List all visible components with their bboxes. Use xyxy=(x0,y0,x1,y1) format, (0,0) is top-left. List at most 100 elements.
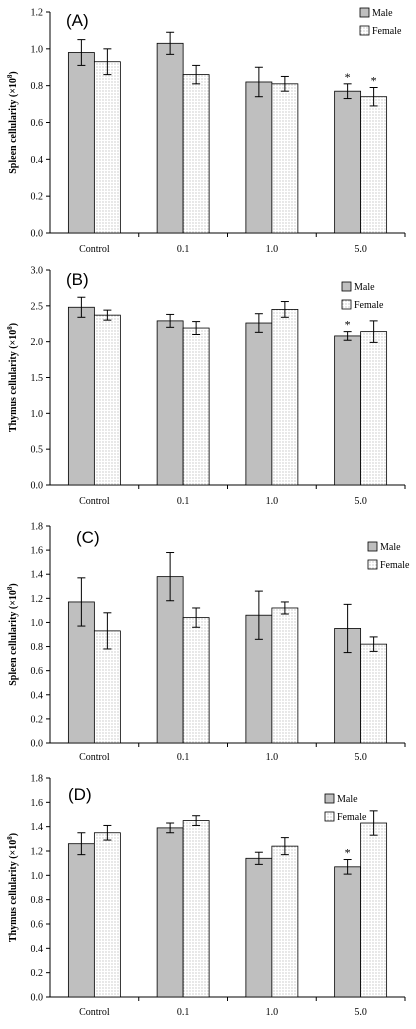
y-tick-label: 1.0 xyxy=(31,409,44,420)
y-axis-label-exponent: 8 xyxy=(6,586,14,590)
y-tick-label: 1.0 xyxy=(31,618,44,629)
bar-female xyxy=(271,309,299,486)
significance-marker: * xyxy=(371,74,377,88)
y-tick-label: 0.6 xyxy=(31,920,44,931)
y-tick-label: 2.0 xyxy=(31,337,44,348)
panel-label: (B) xyxy=(66,270,89,289)
legend-label-female: Female xyxy=(380,560,410,571)
y-axis-label: Spleen cellularity (×108) xyxy=(6,583,19,686)
x-tick-label: 0.1 xyxy=(177,752,190,763)
y-tick-label: 1.8 xyxy=(31,522,44,533)
bar-male xyxy=(67,843,95,998)
y-tick-label: 1.0 xyxy=(31,871,44,882)
legend-label-male: Male xyxy=(380,542,401,553)
bar-female xyxy=(182,820,210,998)
y-axis-label-exponent: 8 xyxy=(6,836,14,840)
x-tick-label: 5.0 xyxy=(354,244,367,255)
y-tick-label: 2.5 xyxy=(31,301,44,312)
x-tick-label: 1.0 xyxy=(266,1007,279,1018)
bar-male xyxy=(245,857,273,998)
y-tick-label: 0.5 xyxy=(31,445,44,456)
bar-male xyxy=(245,322,273,486)
y-tick-label: 0.6 xyxy=(31,666,44,677)
bar-female xyxy=(360,822,388,998)
y-tick-label: 0.2 xyxy=(31,714,44,725)
panel-label: (C) xyxy=(76,528,100,547)
panel-b: 0.0 0.5 1.0 1.5 2.0 2.5 3.0 Thymus cellularity … xyxy=(6,266,406,507)
legend-swatch-female xyxy=(341,299,352,310)
y-tick-label: 0.0 xyxy=(31,993,44,1004)
x-tick-label: 1.0 xyxy=(266,244,279,255)
y-axis-label-close: ) xyxy=(8,71,19,74)
y-axis-label-exponent: 8 xyxy=(6,326,14,330)
y-tick-label: 1.2 xyxy=(31,8,44,19)
y-tick-label: 0.2 xyxy=(31,192,44,203)
legend-swatch-male xyxy=(367,541,378,552)
legend-label-female: Female xyxy=(337,812,367,823)
bar-female xyxy=(360,643,388,744)
x-tick-label: Control xyxy=(79,496,110,507)
x-tick-label: 0.1 xyxy=(177,496,190,507)
legend-label-female: Female xyxy=(354,300,384,311)
bar-male xyxy=(334,335,362,486)
y-tick-label: 1.2 xyxy=(31,847,44,858)
bar-female xyxy=(93,832,121,998)
y-tick-label: 0.0 xyxy=(31,739,44,750)
y-axis-label: Thymus cellularity (×108) xyxy=(6,833,19,942)
x-tick-label: 1.0 xyxy=(266,496,279,507)
x-tick-label: Control xyxy=(79,752,110,763)
x-tick-label: 0.1 xyxy=(177,244,190,255)
bar-male xyxy=(245,81,273,234)
y-tick-label: 1.4 xyxy=(31,570,44,581)
legend-swatch-male xyxy=(324,793,335,804)
y-tick-label: 0.0 xyxy=(31,229,44,240)
y-tick-label: 1.4 xyxy=(31,822,44,833)
legend-swatch-male xyxy=(359,7,370,18)
x-tick-label: 1.0 xyxy=(266,752,279,763)
legend-swatch-female xyxy=(324,811,335,822)
significance-marker: * xyxy=(345,70,351,84)
y-tick-label: 0.6 xyxy=(31,118,44,129)
y-tick-label: 0.4 xyxy=(31,155,44,166)
y-tick-label: 1.6 xyxy=(31,546,44,557)
x-tick-label: Control xyxy=(79,1007,110,1018)
x-tick-label: 0.1 xyxy=(177,1007,190,1018)
y-axis-label: Thymus cellularity (×108) xyxy=(6,323,19,432)
bar-male xyxy=(156,320,184,486)
y-axis-label-close: ) xyxy=(8,583,19,586)
y-axis-label: Spleen cellularity (×108) xyxy=(6,71,19,174)
bar-female xyxy=(93,61,121,234)
legend-swatch-male xyxy=(341,281,352,292)
y-tick-label: 3.0 xyxy=(31,266,44,277)
bar-female xyxy=(360,96,388,234)
x-tick-label: 5.0 xyxy=(354,752,367,763)
bar-female xyxy=(182,74,210,234)
bar-female xyxy=(182,327,210,486)
bar-male xyxy=(334,866,362,998)
y-axis-label-exponent: 8 xyxy=(6,74,14,78)
panel-label: (A) xyxy=(66,11,89,30)
bar-female xyxy=(93,630,121,744)
bar-male xyxy=(334,90,362,234)
bar-male xyxy=(156,576,184,744)
y-tick-label: 0.8 xyxy=(31,895,44,906)
x-tick-label: 5.0 xyxy=(354,496,367,507)
y-axis-label-close: ) xyxy=(8,323,19,326)
y-tick-label: 1.6 xyxy=(31,798,44,809)
bar-female xyxy=(360,331,388,486)
bar-female xyxy=(271,83,299,234)
x-tick-label: 5.0 xyxy=(354,1007,367,1018)
y-tick-label: 1.0 xyxy=(31,44,44,55)
legend-label-male: Male xyxy=(372,8,393,19)
bar-male xyxy=(67,52,95,234)
y-tick-label: 0.4 xyxy=(31,690,44,701)
legend-label-female: Female xyxy=(372,26,402,37)
bar-male xyxy=(156,827,184,998)
y-axis-label-close: ) xyxy=(8,833,19,836)
bar-female xyxy=(271,845,299,998)
legend-label-male: Male xyxy=(337,794,358,805)
panel-a: 0.0 0.2 0.4 0.6 0.8 1.0 1.2 Spleen cellularity … xyxy=(6,7,406,255)
y-tick-label: 0.8 xyxy=(31,642,44,653)
